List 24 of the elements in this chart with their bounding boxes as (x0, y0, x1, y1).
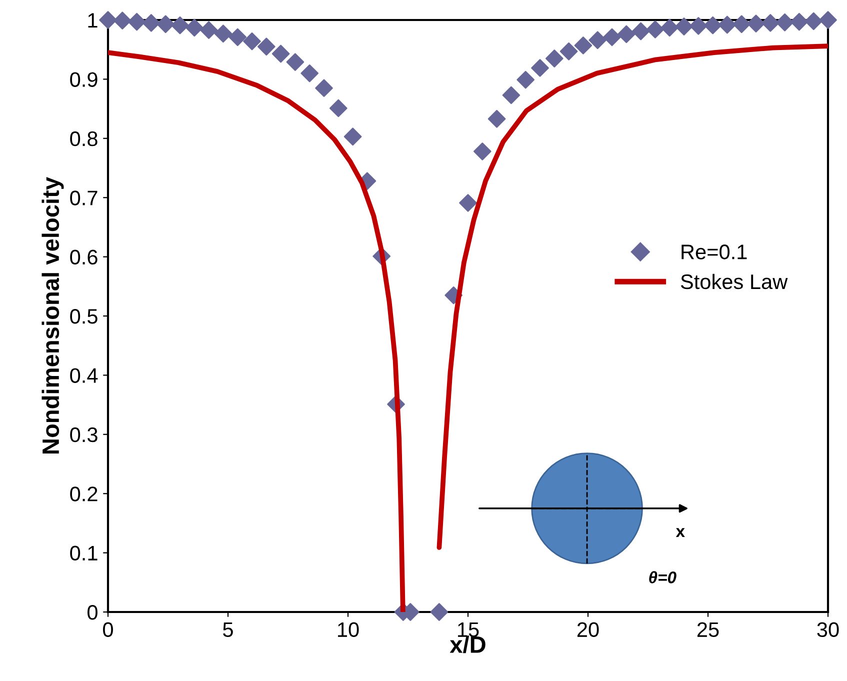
x-tick-label: 20 (577, 622, 599, 638)
annotation: θ=0 (649, 571, 676, 584)
y-tick-label: 0.7 (70, 190, 98, 206)
x-tick-label: 30 (817, 622, 839, 638)
y-tick-label: 0 (88, 605, 98, 620)
x-tick-label: 0 (103, 622, 113, 638)
y-axis-title: Nondimensional velocity (42, 177, 64, 454)
y-tick-label: 0.3 (70, 427, 98, 442)
y-tick-label: 1 (88, 13, 98, 28)
y-tick-label: 0.8 (70, 131, 98, 146)
x-tick-label: 15 (458, 622, 479, 638)
legend-label: Re=0.1 (682, 244, 747, 260)
y-tick-label: 0.1 (70, 546, 98, 561)
x-tick-label: 10 (338, 622, 359, 638)
y-tick-label: 0.9 (70, 72, 98, 87)
x-axis-title: x/D (450, 636, 486, 654)
y-tick-label: 0.6 (70, 250, 98, 265)
y-tick-label: 0.2 (70, 486, 98, 502)
x-tick-label: 25 (697, 622, 719, 638)
legend-label: Stokes Law (680, 274, 788, 290)
annotation: x (676, 528, 685, 537)
x-tick-label: 5 (223, 622, 233, 638)
y-tick-label: 0.5 (70, 309, 98, 324)
y-tick-label: 0.4 (70, 368, 98, 383)
